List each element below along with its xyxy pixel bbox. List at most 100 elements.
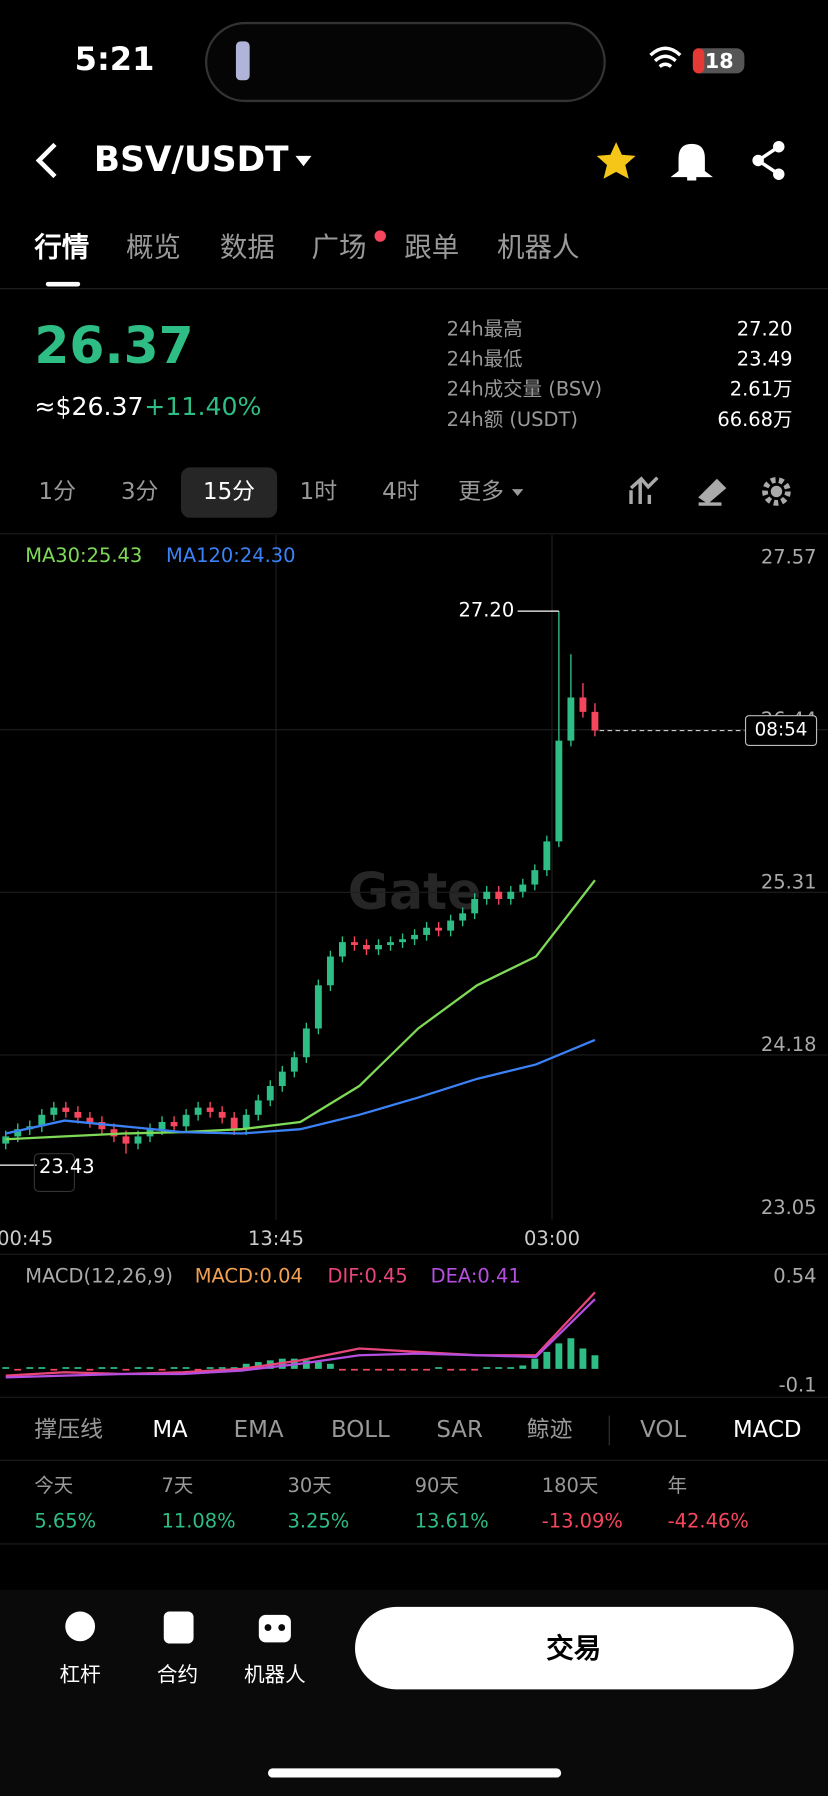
macd-bar: [194, 1368, 202, 1371]
indicator[interactable]: MACD: [733, 1417, 802, 1443]
indicator-bar: 撑压线 MA EMA BOLL SAR 鲸迹 VOL MACD: [34, 1417, 801, 1443]
bot-eye: [278, 1624, 286, 1631]
trade-button-label[interactable]: 交易: [546, 1632, 601, 1664]
bot-icon[interactable]: [258, 1614, 291, 1643]
reset-button[interactable]: [33, 1153, 76, 1193]
interval[interactable]: 1时: [300, 479, 338, 505]
candle-body: [2, 1136, 10, 1144]
tab[interactable]: 概览: [126, 232, 181, 264]
alert-bell[interactable]: [670, 143, 713, 181]
macd-bar: [134, 1367, 142, 1369]
draw-icon[interactable]: [698, 478, 727, 506]
candle-body: [495, 891, 503, 899]
tab[interactable]: 机器人: [497, 232, 579, 264]
y-tick-label: 23.05: [761, 1196, 817, 1219]
settings-icon[interactable]: [762, 477, 791, 506]
interval[interactable]: 更多: [458, 479, 504, 505]
indicator[interactable]: EMA: [234, 1417, 284, 1443]
candle-body: [387, 942, 394, 945]
x-tick-label: 03:00: [524, 1227, 580, 1250]
macd-bar: [543, 1351, 551, 1369]
interval[interactable]: 1分: [39, 479, 76, 505]
performance: 今天 5.65% 7天 11.08% 30天 3.25% 90天 13.61% 180天 -13.…: [34, 1474, 749, 1533]
tab[interactable]: 数据: [220, 232, 275, 264]
legend-entry: MA120:24.30: [166, 544, 295, 567]
indicator[interactable]: VOL: [640, 1417, 686, 1443]
interval[interactable]: 4时: [382, 479, 420, 505]
candle-body: [86, 1117, 94, 1123]
indicator[interactable]: 鲸迹: [527, 1417, 573, 1443]
macd-bar: [326, 1363, 334, 1369]
macd-bar: [26, 1367, 34, 1369]
interval[interactable]: 15分: [203, 479, 255, 505]
y-tick-label: 24.18: [761, 1033, 817, 1056]
interval-bar: 1分 3分 15分 1时 4时 更多: [39, 467, 524, 518]
ma-line: [5, 1038, 596, 1135]
flashlight-icon: [235, 41, 250, 81]
candle-body: [134, 1136, 142, 1144]
macd-bar: [411, 1368, 419, 1371]
home-indicator: [267, 1768, 562, 1778]
macd-bar: [86, 1368, 94, 1371]
tab[interactable]: 行情: [33, 232, 89, 264]
tab[interactable]: 广场: [312, 232, 367, 264]
candle-body: [471, 898, 479, 914]
macd-bar: [567, 1338, 575, 1369]
macd-label: DIF:0.45: [328, 1265, 408, 1288]
macd-bar: [375, 1368, 382, 1371]
nav-label[interactable]: 合约: [157, 1663, 198, 1687]
toolbar-icons: [629, 476, 791, 506]
kline-chart: Gate27.5726.4425.3124.1823.0500:4513:450…: [0, 534, 828, 1250]
period: 30天: [287, 1474, 331, 1497]
pair-title[interactable]: BSV/USDT: [94, 140, 289, 180]
candle-body: [170, 1122, 178, 1127]
leverage-icon[interactable]: [65, 1611, 96, 1642]
candle-body: [543, 841, 551, 871]
indicator[interactable]: 撑压线: [34, 1417, 103, 1443]
dynamic-island: [204, 21, 606, 103]
last-price: 26.37: [34, 316, 193, 375]
indicator[interactable]: BOLL: [331, 1417, 390, 1443]
indicator[interactable]: MA: [152, 1417, 188, 1443]
interval[interactable]: 3分: [121, 479, 158, 505]
trade-button[interactable]: [355, 1606, 794, 1690]
nav-label[interactable]: 杠杆: [60, 1663, 101, 1687]
candle-body: [242, 1114, 250, 1130]
period-change: -13.09%: [542, 1510, 623, 1533]
macd-bar: [206, 1367, 214, 1369]
back-button[interactable]: [35, 142, 57, 179]
battery: [692, 48, 745, 74]
y-tick-label: 27.57: [761, 545, 817, 568]
candle-body: [579, 697, 587, 712]
contract-icon[interactable]: [163, 1611, 194, 1644]
candle-body: [531, 870, 539, 885]
macd-bar: [110, 1367, 118, 1369]
macd-tick-label: 0.54: [773, 1265, 816, 1288]
candle-body: [266, 1086, 274, 1101]
candle-body: [326, 956, 334, 986]
notification-dot: [374, 230, 386, 242]
macd-bar: [2, 1367, 10, 1369]
period: 7天: [161, 1474, 193, 1497]
indicator-icon[interactable]: [629, 476, 659, 505]
pair-dropdown[interactable]: [295, 155, 312, 167]
x-tick-label: 13:45: [248, 1227, 304, 1250]
tab[interactable]: 跟单: [404, 232, 459, 264]
candle-body: [447, 920, 455, 931]
more-dropdown[interactable]: [511, 489, 524, 497]
macd-bar: [230, 1367, 238, 1369]
macd-bar: [459, 1368, 467, 1371]
period-change: 13.61%: [415, 1510, 489, 1533]
favorite-star[interactable]: [596, 142, 636, 179]
indicator[interactable]: SAR: [436, 1417, 483, 1443]
period-change: 11.08%: [161, 1510, 235, 1533]
battery-level: [692, 48, 705, 74]
candle-body: [459, 913, 467, 921]
nav-label[interactable]: 机器人: [244, 1663, 306, 1687]
macd-title: MACD(12,26,9): [25, 1265, 173, 1288]
share-icon[interactable]: [752, 141, 785, 180]
period-change: 3.25%: [287, 1510, 349, 1533]
